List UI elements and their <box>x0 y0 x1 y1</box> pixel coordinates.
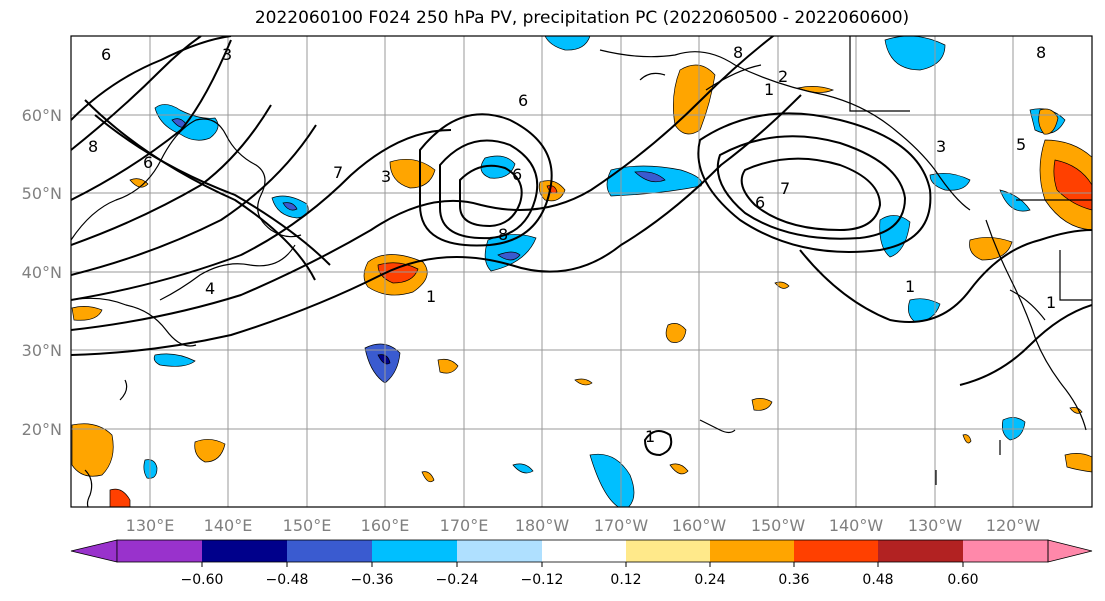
contour-label: 8 <box>733 43 743 62</box>
map-gridlines <box>71 36 1092 507</box>
contour-label: 7 <box>780 179 790 198</box>
colorbar-extend-max <box>1047 539 1093 563</box>
lat-label: 40°N <box>22 263 62 282</box>
contour-label: 6 <box>101 45 111 64</box>
colorbar-bin <box>542 540 626 562</box>
contour-label: 1 <box>426 287 436 306</box>
colorbar-bin <box>626 540 710 562</box>
colorbar-bin <box>963 540 1048 562</box>
lon-label: 140°W <box>829 516 884 535</box>
colorbar-outline <box>116 539 1049 563</box>
contour-label: 7 <box>333 163 343 182</box>
lon-label: 130°W <box>908 516 963 535</box>
lat-label: 20°N <box>22 420 62 439</box>
colorbar-tick-label: 0.60 <box>947 572 978 588</box>
contour-label: 5 <box>1016 135 1026 154</box>
pv-contours <box>71 36 1092 457</box>
contour-label: 1 <box>764 80 774 99</box>
colorbar-tick-label: 0.36 <box>778 572 809 588</box>
lon-label: 150°W <box>751 516 806 535</box>
contour-label: 6 <box>755 193 765 212</box>
colorbar-tick-label: −0.60 <box>181 572 224 588</box>
lon-label: 180°W <box>515 516 570 535</box>
contour-label: 6 <box>518 91 528 110</box>
contour-label: 3 <box>222 45 232 64</box>
contour-label: 1 <box>905 277 915 296</box>
precip-positive-shading <box>71 64 1092 507</box>
lon-label: 140°E <box>204 516 253 535</box>
colorbar-bin <box>878 540 963 562</box>
contour-label: 1 <box>645 427 655 446</box>
colorbar-bin <box>117 540 202 562</box>
lon-label: 160°W <box>672 516 727 535</box>
colorbar-tick-label: 0.24 <box>694 572 725 588</box>
contour-label: 8 <box>498 225 508 244</box>
lon-label: 170°E <box>440 516 489 535</box>
colorbar-bin <box>457 540 542 562</box>
contour-label: 8 <box>1036 43 1046 62</box>
coastlines <box>71 36 1092 507</box>
lat-label: 30°N <box>22 341 62 360</box>
lat-label: 50°N <box>22 184 62 203</box>
lon-label: 160°E <box>361 516 410 535</box>
lat-label: 60°N <box>22 106 62 125</box>
colorbar-tick-label: −0.48 <box>266 572 309 588</box>
contour-label: 2 <box>778 67 788 86</box>
lon-label: 170°W <box>594 516 649 535</box>
colorbar-bin <box>794 540 878 562</box>
colorbar-tick-label: 0.48 <box>862 572 893 588</box>
lon-label: 120°W <box>986 516 1041 535</box>
map-frame <box>70 35 1093 508</box>
contour-label: 6 <box>512 165 522 184</box>
colorbar-extend-min <box>70 539 118 563</box>
contour-label: 1 <box>1046 293 1056 312</box>
colorbar-tick-label: −0.12 <box>521 572 564 588</box>
colorbar-bin <box>372 540 457 562</box>
colorbar-bin <box>287 540 372 562</box>
colorbar-bin <box>710 540 794 562</box>
contour-label: 4 <box>205 279 215 298</box>
lon-label: 150°E <box>283 516 332 535</box>
colorbar-tick-label: −0.24 <box>436 572 479 588</box>
pv-contour-labels: 6 3 8 6 4 7 3 6 8 6 1 8 2 1 7 6 3 1 5 1 … <box>88 43 1056 446</box>
colorbar-tick-label: −0.36 <box>351 572 394 588</box>
contour-label: 3 <box>936 137 946 156</box>
contour-label: 3 <box>381 167 391 186</box>
lon-label: 130°E <box>126 516 175 535</box>
colorbar-tick-label: 0.12 <box>610 572 641 588</box>
longitude-labels: 130°E 140°E 150°E 160°E 170°E 180°W 170°… <box>126 516 1041 535</box>
latitude-labels: 60°N 50°N 40°N 30°N 20°N <box>22 106 62 439</box>
map-title: 2022060100 F024 250 hPa PV, precipitatio… <box>254 8 910 28</box>
contour-label: 8 <box>88 137 98 156</box>
colorbar: −0.60 −0.48 −0.36 −0.24 −0.12 0.12 0.24 … <box>70 539 1093 588</box>
contour-label: 6 <box>143 153 153 172</box>
colorbar-bin <box>202 540 287 562</box>
